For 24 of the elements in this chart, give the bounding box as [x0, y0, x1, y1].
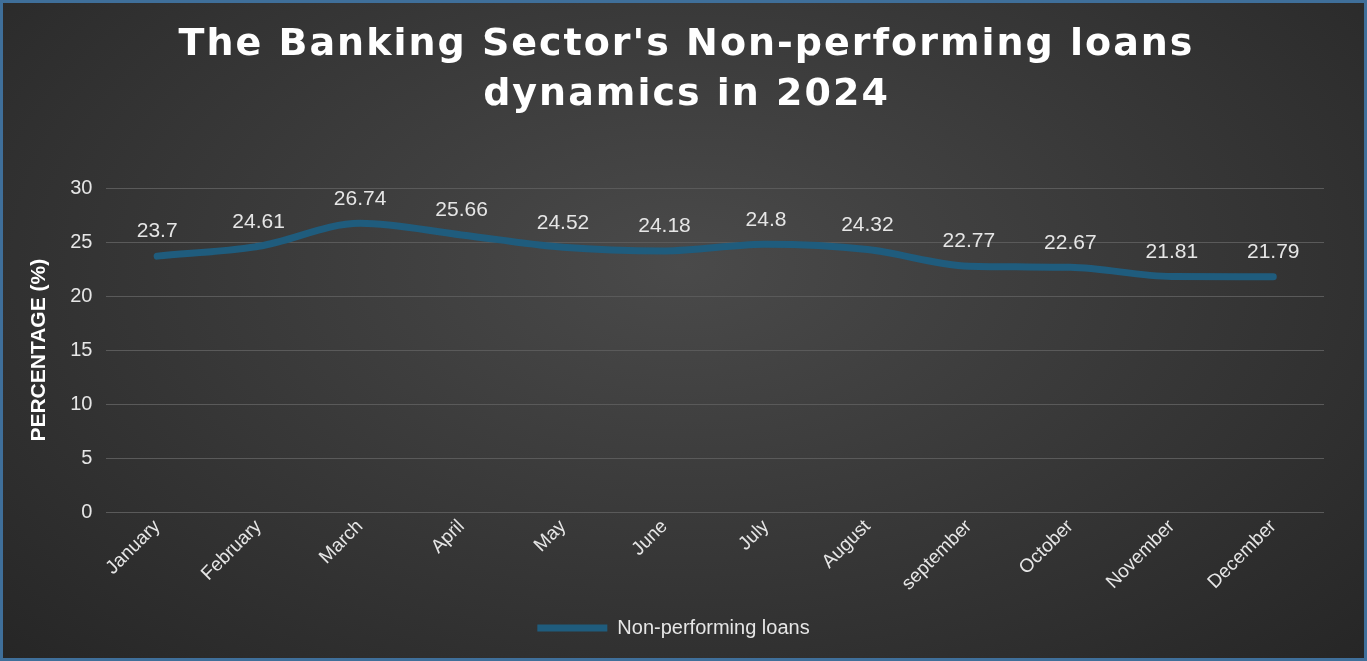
y-axis-title: PERCENTAGE (%) — [26, 258, 50, 442]
x-tick-label: July — [733, 514, 773, 554]
data-label: 23.7 — [136, 218, 178, 242]
y-tick-label: 25 — [70, 229, 93, 252]
data-label: 21.79 — [1246, 239, 1300, 263]
y-tick-label: 30 — [70, 175, 93, 198]
data-label: 24.8 — [745, 206, 787, 230]
chart-title: The Banking Sector's Non-performing loans dynamics in 2024 — [177, 19, 1196, 116]
data-label: 24.18 — [638, 213, 691, 237]
data-label: 22.67 — [1044, 229, 1097, 253]
y-tick-label: 0 — [81, 499, 93, 522]
y-tick-label: 10 — [70, 391, 93, 414]
data-label: 24.32 — [841, 211, 894, 235]
data-label: 24.61 — [232, 208, 285, 232]
data-label: 21.81 — [1145, 238, 1199, 262]
y-tick-label: 15 — [70, 337, 93, 360]
y-tick-label: 20 — [70, 283, 93, 306]
legend-label: Non-performing loans — [617, 615, 810, 638]
y-tick-label: 5 — [81, 445, 93, 468]
data-label: 22.77 — [942, 228, 996, 252]
x-tick-label: May — [529, 514, 570, 556]
data-label: 24.52 — [536, 209, 590, 233]
data-label: 26.74 — [333, 185, 387, 209]
data-label: 25.66 — [435, 197, 488, 221]
